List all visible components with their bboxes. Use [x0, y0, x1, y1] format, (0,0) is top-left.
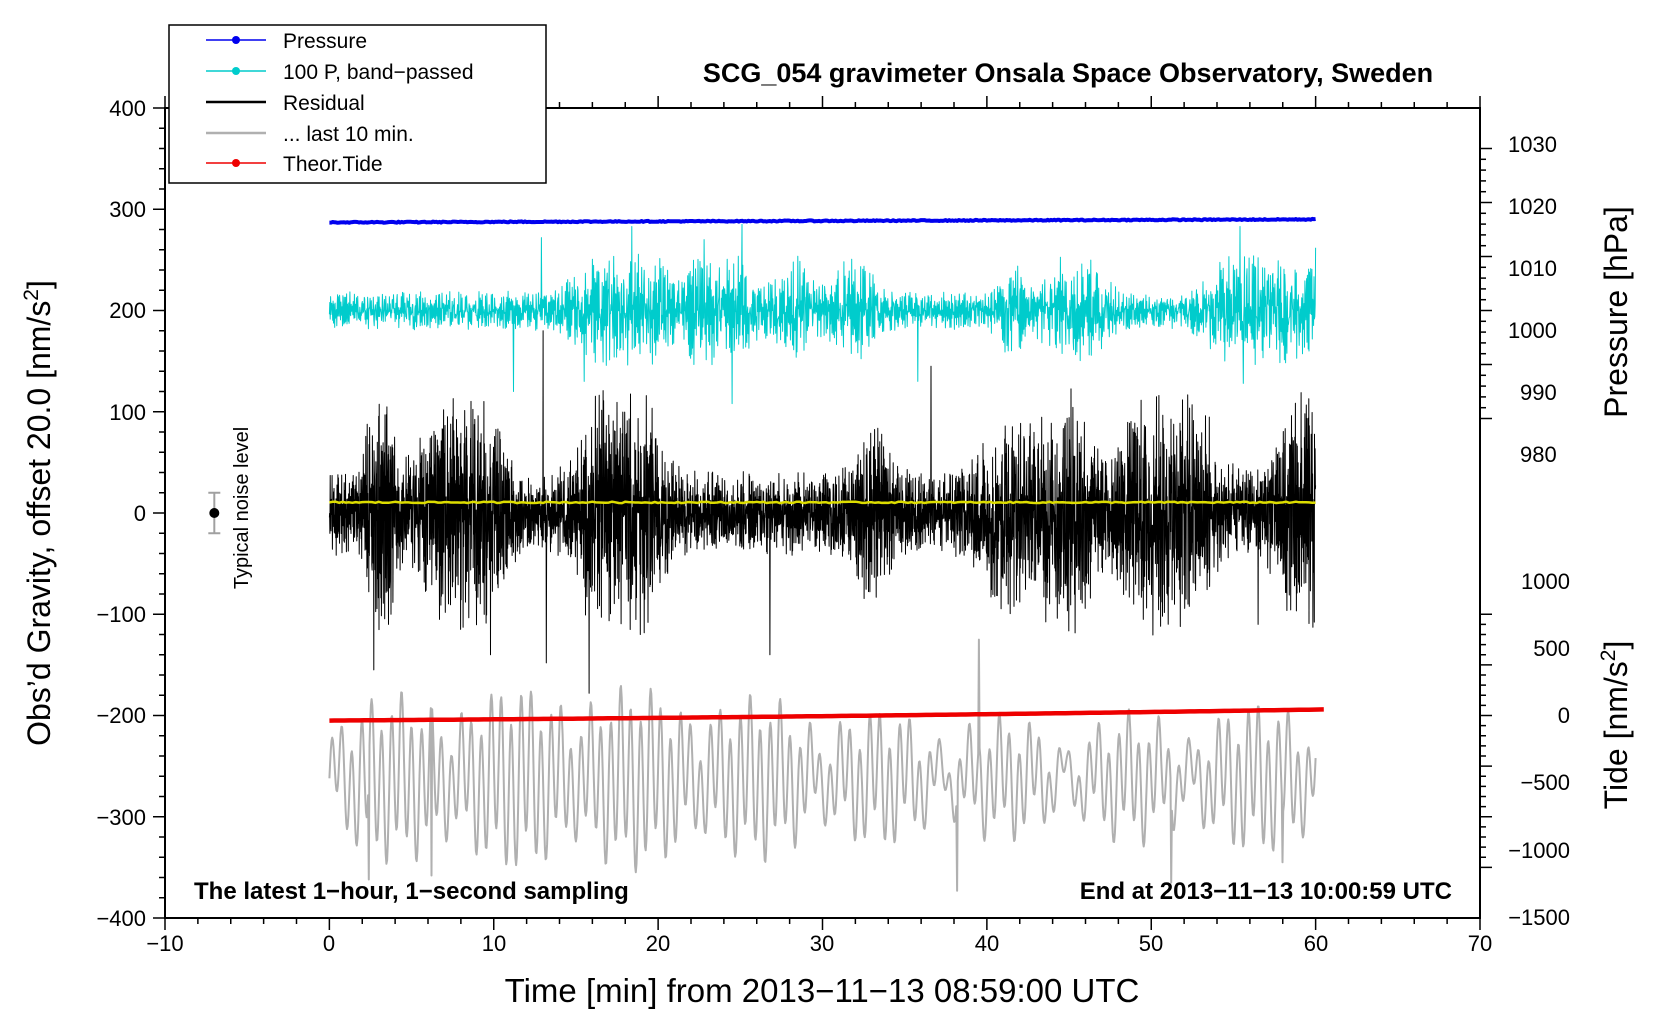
legend: Pressure 100 P, band−passed Residual ...…: [168, 24, 547, 184]
x-tick-labels: −10 0 10 20 30 40 50 60 70: [146, 931, 1492, 956]
y-axis-label-end: ]: [21, 280, 57, 289]
tide-tick-label: 0: [1558, 703, 1570, 728]
series-residual-line: [328, 330, 1317, 694]
y-axis-label: Obs’d Gravity, offset 20.0 [nm/s2]: [20, 280, 57, 746]
tide-axis-label: Tide [nm/s2]: [1597, 641, 1634, 810]
series-layer: [328, 216, 1324, 892]
x-tick-label: 0: [323, 931, 335, 956]
y-tick-label: 400: [109, 96, 146, 121]
y-tick-label: 0: [134, 501, 146, 526]
y-tick-label: 200: [109, 298, 146, 323]
tide-tick-label: −1500: [1508, 905, 1570, 930]
series-residual-mean-line: [329, 500, 1316, 505]
legend-entry-last-10-min: ... last 10 min.: [206, 123, 414, 146]
y-tick-labels: 400 300 200 100 0 −100 −200 −300 −400: [96, 96, 146, 931]
y-tick-label: −200: [96, 703, 146, 728]
tide-tick-label: 1000: [1521, 569, 1570, 594]
x-axis-label: Time [min] from 2013−11−13 08:59:00 UTC: [505, 972, 1140, 1009]
x-tick-label: 20: [646, 931, 670, 956]
legend-label: Pressure: [283, 30, 367, 53]
pressure-tick-label: 980: [1520, 442, 1557, 467]
pressure-tick-label: 1010: [1508, 256, 1557, 281]
x-tick-label: 60: [1304, 931, 1328, 956]
legend-label: Theor.Tide: [283, 153, 383, 176]
tide-tick-labels: 1000 500 0 −500 −1000 −1500: [1508, 569, 1570, 930]
x-tick-label: 40: [975, 931, 999, 956]
y-tick-label: −100: [96, 602, 146, 627]
noise-label: Typical noise level: [231, 427, 253, 589]
pressure-tick-label: 1030: [1508, 132, 1557, 157]
legend-marker-icon: [232, 36, 240, 44]
annotation-end-time: End at 2013−11−13 10:00:59 UTC: [1080, 878, 1452, 905]
y-tick-label: −400: [96, 906, 146, 931]
x-tick-label: −10: [146, 931, 183, 956]
chart-title: SCG_054 gravimeter Onsala Space Observat…: [703, 58, 1433, 88]
annotation-sampling: The latest 1−hour, 1−second sampling: [194, 878, 629, 905]
pressure-tick-label: 1020: [1508, 194, 1557, 219]
legend-box: [168, 24, 547, 184]
x-tick-label: 10: [482, 931, 506, 956]
noise-point: [209, 508, 220, 518]
pressure-axis-label: Pressure [hPa]: [1598, 206, 1634, 418]
pressure-tick-label: 1000: [1508, 318, 1557, 343]
tide-tick-label: 500: [1533, 636, 1570, 661]
legend-entry-band-passed: 100 P, band−passed: [206, 61, 474, 84]
series-band-passed-line: [328, 223, 1317, 405]
x-tick-label: 70: [1468, 931, 1492, 956]
noise-indicator: Typical noise level: [208, 427, 253, 589]
series-pressure-line: [329, 216, 1316, 225]
legend-marker-icon: [232, 159, 240, 167]
tide-tick-label: −1000: [1508, 838, 1570, 863]
legend-label: 100 P, band−passed: [283, 61, 474, 84]
x-tick-label: 50: [1139, 931, 1163, 956]
tide-axis-label-end: ]: [1598, 641, 1634, 650]
legend-entry-theor-tide: Theor.Tide: [206, 153, 383, 176]
pressure-tick-labels: 1030 1020 1010 1000 990 980: [1508, 132, 1557, 467]
y-tick-label: 100: [109, 400, 146, 425]
tide-axis-label-text: Tide [nm/s: [1598, 661, 1634, 809]
legend-label: ... last 10 min.: [283, 123, 414, 146]
y-axis-label-text: Obs’d Gravity, offset 20.0 [nm/s: [21, 301, 57, 746]
series-last-10-min-line: [328, 638, 1317, 892]
y-axis-label-sup: 2: [20, 289, 43, 301]
series-theor-tide-line: [329, 707, 1324, 723]
tide-tick-label: −500: [1520, 770, 1570, 795]
legend-entry-residual: Residual: [206, 92, 365, 115]
legend-marker-icon: [232, 67, 240, 75]
x-tick-label: 30: [810, 931, 834, 956]
legend-entry-pressure: Pressure: [206, 30, 367, 53]
pressure-tick-label: 990: [1520, 380, 1557, 405]
tide-axis-label-sup: 2: [1597, 650, 1620, 662]
y-tick-label: 300: [109, 197, 146, 222]
y-tick-label: −300: [96, 805, 146, 830]
legend-label: Residual: [283, 92, 365, 115]
